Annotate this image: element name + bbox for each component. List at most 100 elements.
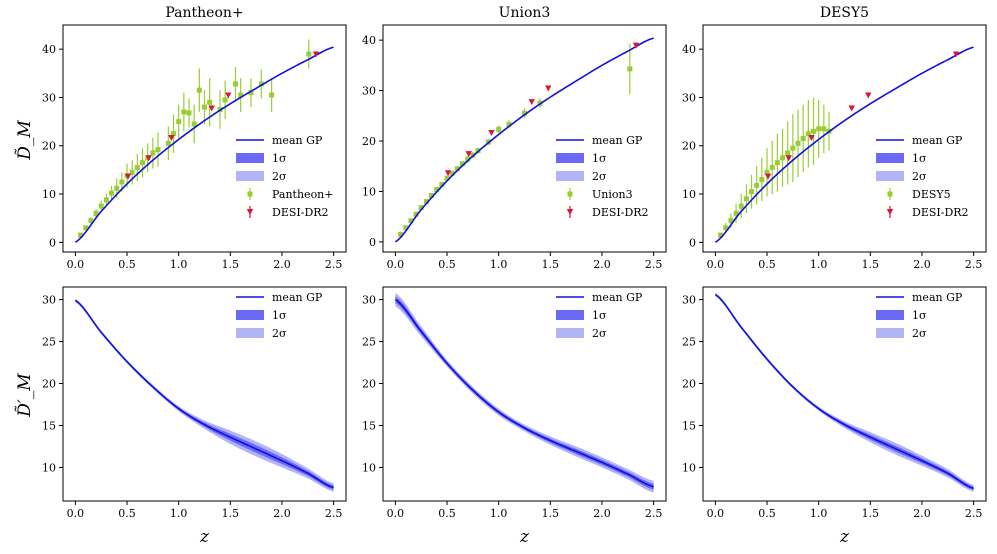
sn-point [738, 194, 744, 219]
legend-label: mean GP [592, 134, 643, 147]
x-tick-label: 2.5 [325, 507, 343, 520]
sn-point [759, 157, 765, 202]
plot-area [714, 46, 974, 243]
legend-label: mean GP [592, 291, 643, 304]
sn-marker [754, 182, 760, 188]
y-tick-label: 40 [42, 43, 56, 56]
panel-0: 0.0 0.5 1.0 1.5 2.0 2.5 0 10 20 30 40 Pantheon+ mean… [42, 5, 347, 271]
panel-2: 0.0 0.5 1.0 1.5 2.0 2.5 0 10 20 30 40 DESY5 mean GP 1… [682, 5, 987, 271]
y-tick-label: 25 [42, 336, 56, 349]
sn-marker [764, 169, 770, 175]
legend-swatch-1sigma [876, 153, 904, 163]
y-tick-label: 20 [682, 140, 696, 153]
sn-marker [816, 126, 822, 132]
y-tick-label: 30 [362, 85, 376, 98]
legend-label: mean GP [912, 291, 963, 304]
sn-point [743, 184, 749, 214]
sn-marker [269, 92, 275, 98]
x-tick-label: 1.5 [222, 507, 240, 520]
x-tick-label: 0.0 [707, 507, 725, 520]
x-tick-label: 2.0 [593, 258, 611, 271]
sn-point [196, 68, 202, 112]
sigma2-band [715, 292, 974, 492]
legend-label: 2σ [912, 170, 927, 183]
sn-point [103, 193, 109, 207]
sn-marker [306, 51, 312, 57]
x-tick-label: 2.5 [965, 258, 983, 271]
sn-marker [408, 218, 414, 224]
sn-marker [119, 179, 125, 185]
panel-title: DESY5 [820, 5, 869, 21]
x-tick-label: 2.5 [645, 507, 663, 520]
legend-swatch-desi [566, 209, 574, 215]
legend-label: 1σ [912, 152, 927, 165]
legend-swatch-1sigma [236, 310, 264, 320]
sn-point [785, 121, 791, 185]
sn-marker [465, 156, 471, 162]
sn-point [795, 109, 801, 178]
desi-marker [865, 92, 872, 99]
sn-marker [186, 110, 192, 116]
sn-marker [811, 128, 817, 134]
sn-marker [454, 166, 460, 172]
mean-gp-line [714, 46, 974, 243]
legend-swatch-2sigma [556, 328, 584, 338]
y-tick-label: 20 [362, 135, 376, 148]
x-tick-label: 0.5 [438, 258, 456, 271]
sn-point [165, 126, 171, 161]
legend-entry: 2σ [876, 170, 927, 183]
sn-marker [785, 150, 791, 156]
y-tick-label: 10 [42, 188, 56, 201]
sn-point [202, 90, 207, 125]
y-tick-label: 10 [362, 185, 376, 198]
legend-entry: 1σ [876, 152, 927, 165]
y-tick-label: 20 [682, 378, 696, 391]
y-axis-label-top: D̃_M [15, 120, 35, 161]
sn-marker [78, 232, 84, 238]
legend-label: 1σ [592, 152, 607, 165]
sn-point [269, 78, 275, 112]
sn-marker [398, 231, 404, 237]
sn-marker [413, 211, 419, 217]
x-tick-label: 1.5 [862, 258, 880, 271]
sn-point [78, 232, 84, 238]
y-tick-label: 25 [362, 336, 376, 349]
sn-point [522, 108, 527, 119]
sn-point [207, 78, 213, 127]
legend-label: mean GP [912, 134, 963, 147]
sn-point [733, 203, 739, 224]
sn-point [238, 78, 244, 112]
axes-frame [702, 286, 987, 502]
y-tick-label: 15 [42, 419, 56, 432]
sn-point [232, 67, 238, 101]
sn-marker [429, 193, 435, 199]
sn-marker [780, 155, 786, 161]
legend-label: DESY5 [912, 188, 951, 201]
sn-point [718, 232, 724, 238]
sn-point [800, 104, 806, 173]
sn-marker [103, 197, 109, 203]
x-tick-label: 1.0 [810, 507, 828, 520]
legend-swatch-sn [247, 191, 253, 197]
legend-label: 1σ [272, 309, 287, 322]
legend-label: DESI-DR2 [592, 206, 649, 219]
legend-swatch-2sigma [876, 171, 904, 181]
sn-point [398, 231, 404, 237]
desi-marker [444, 170, 452, 177]
sn-marker [723, 225, 729, 231]
sn-point [816, 99, 822, 158]
sn-point [129, 160, 135, 185]
y-tick-label: 0 [689, 236, 696, 249]
x-axis-label: z [199, 527, 210, 547]
legend-swatch-1sigma [556, 310, 584, 320]
legend-swatch-2sigma [876, 328, 904, 338]
legend-label: 2σ [912, 327, 927, 340]
legend-entry: 2σ [556, 327, 607, 340]
sn-point [191, 104, 197, 144]
plot-area [394, 292, 654, 493]
sn-marker [718, 232, 724, 238]
sn-point [222, 80, 228, 120]
sn-marker [449, 170, 455, 176]
desi-marker [632, 42, 640, 49]
sn-point [109, 185, 115, 201]
